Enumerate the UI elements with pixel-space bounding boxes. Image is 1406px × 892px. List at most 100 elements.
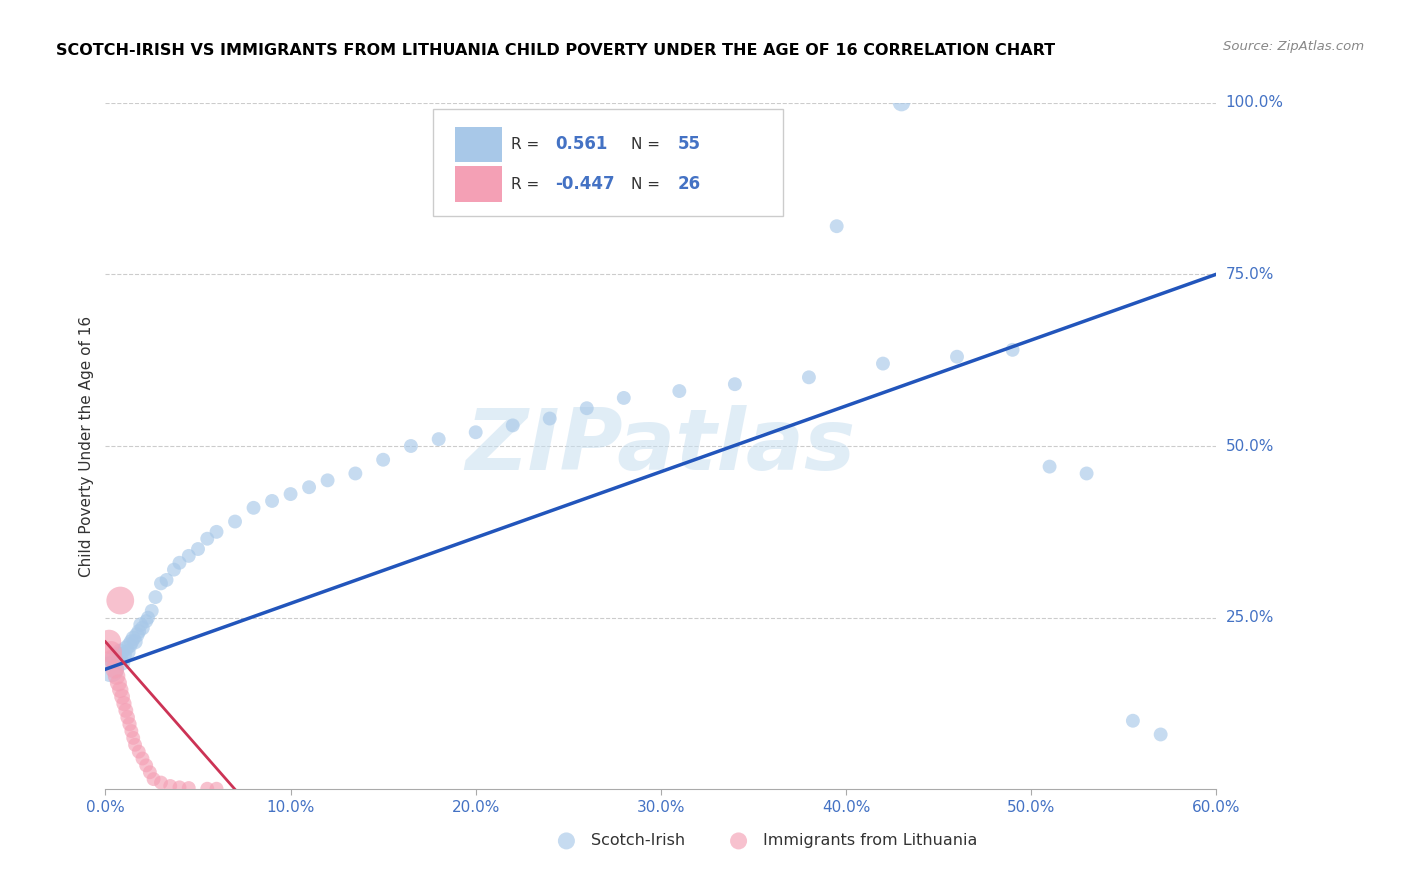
Point <box>114 703 136 717</box>
Text: R =: R = <box>510 137 538 152</box>
Text: Source: ZipAtlas.com: Source: ZipAtlas.com <box>1223 40 1364 54</box>
Point <box>107 676 129 690</box>
FancyBboxPatch shape <box>433 110 783 216</box>
Text: N =: N = <box>631 177 659 192</box>
Point <box>111 690 134 704</box>
Point <box>825 219 848 234</box>
Text: Scotch-Irish: Scotch-Irish <box>591 833 685 848</box>
Point <box>1001 343 1024 357</box>
Point <box>122 731 145 745</box>
Point <box>155 573 177 587</box>
Point <box>399 439 422 453</box>
Point <box>110 593 132 607</box>
Text: 50.0%: 50.0% <box>1226 439 1274 453</box>
Point <box>117 645 139 659</box>
Text: Immigrants from Lithuania: Immigrants from Lithuania <box>763 833 977 848</box>
Point <box>111 656 134 670</box>
Point <box>280 487 302 501</box>
Point <box>150 576 172 591</box>
Point <box>135 758 157 772</box>
Point <box>797 370 820 384</box>
Point <box>177 549 200 563</box>
Text: 0.561: 0.561 <box>555 136 607 153</box>
Point <box>195 532 218 546</box>
Point <box>159 779 181 793</box>
Point <box>169 556 191 570</box>
Point <box>122 632 145 646</box>
Point <box>262 494 284 508</box>
Point <box>105 669 128 683</box>
Text: 25.0%: 25.0% <box>1226 610 1274 625</box>
Point <box>344 467 367 481</box>
Point <box>575 401 598 416</box>
Point <box>114 641 136 656</box>
Point <box>1122 714 1144 728</box>
Point <box>104 652 127 666</box>
Point <box>112 697 135 711</box>
Point <box>224 515 246 529</box>
Point <box>139 765 162 780</box>
Point <box>371 452 394 467</box>
Point <box>118 717 141 731</box>
FancyBboxPatch shape <box>456 127 502 162</box>
Point <box>104 662 127 676</box>
Text: 100.0%: 100.0% <box>1226 95 1284 110</box>
Text: -0.447: -0.447 <box>555 176 614 194</box>
Point <box>110 682 132 697</box>
Point <box>538 411 561 425</box>
Point <box>120 724 142 739</box>
Point <box>872 357 894 371</box>
Point <box>177 780 200 795</box>
Point <box>187 542 209 557</box>
Point <box>205 524 228 539</box>
FancyBboxPatch shape <box>456 167 502 202</box>
Y-axis label: Child Poverty Under the Age of 16: Child Poverty Under the Age of 16 <box>79 316 94 576</box>
Point <box>464 425 486 440</box>
Point <box>141 604 163 618</box>
Point <box>101 652 124 666</box>
Point <box>613 391 636 405</box>
Point <box>142 772 165 786</box>
Point <box>502 418 524 433</box>
Point <box>120 634 142 648</box>
Point <box>195 781 218 796</box>
Text: R =: R = <box>510 177 538 192</box>
Text: N =: N = <box>631 137 659 152</box>
Text: SCOTCH-IRISH VS IMMIGRANTS FROM LITHUANIA CHILD POVERTY UNDER THE AGE OF 16 CORR: SCOTCH-IRISH VS IMMIGRANTS FROM LITHUANI… <box>56 43 1056 58</box>
Point <box>668 384 690 398</box>
Point <box>117 710 139 724</box>
Point <box>316 473 339 487</box>
Point <box>427 432 450 446</box>
Point <box>1150 727 1173 741</box>
Point <box>128 745 150 759</box>
Point <box>98 634 121 648</box>
Point <box>125 628 148 642</box>
Point <box>110 645 132 659</box>
Point <box>145 590 167 604</box>
Point <box>100 645 122 659</box>
Point <box>890 95 912 110</box>
Point <box>1150 834 1173 848</box>
Point <box>298 480 321 494</box>
Point <box>163 563 186 577</box>
Point <box>124 634 146 648</box>
Point <box>242 500 264 515</box>
Point <box>205 781 228 796</box>
Point <box>118 638 141 652</box>
Text: 75.0%: 75.0% <box>1226 267 1274 282</box>
Point <box>169 780 191 795</box>
Point <box>1038 459 1062 474</box>
Point <box>131 621 153 635</box>
Point <box>107 648 129 663</box>
Text: ZIPatlas: ZIPatlas <box>465 404 856 488</box>
Point <box>131 751 153 765</box>
Point <box>862 834 884 848</box>
Point <box>1076 467 1098 481</box>
Point <box>724 377 747 392</box>
Point <box>136 611 159 625</box>
Point <box>112 648 135 663</box>
Text: 55: 55 <box>678 136 700 153</box>
Point <box>129 617 152 632</box>
Point <box>150 775 172 789</box>
Point <box>135 614 157 628</box>
